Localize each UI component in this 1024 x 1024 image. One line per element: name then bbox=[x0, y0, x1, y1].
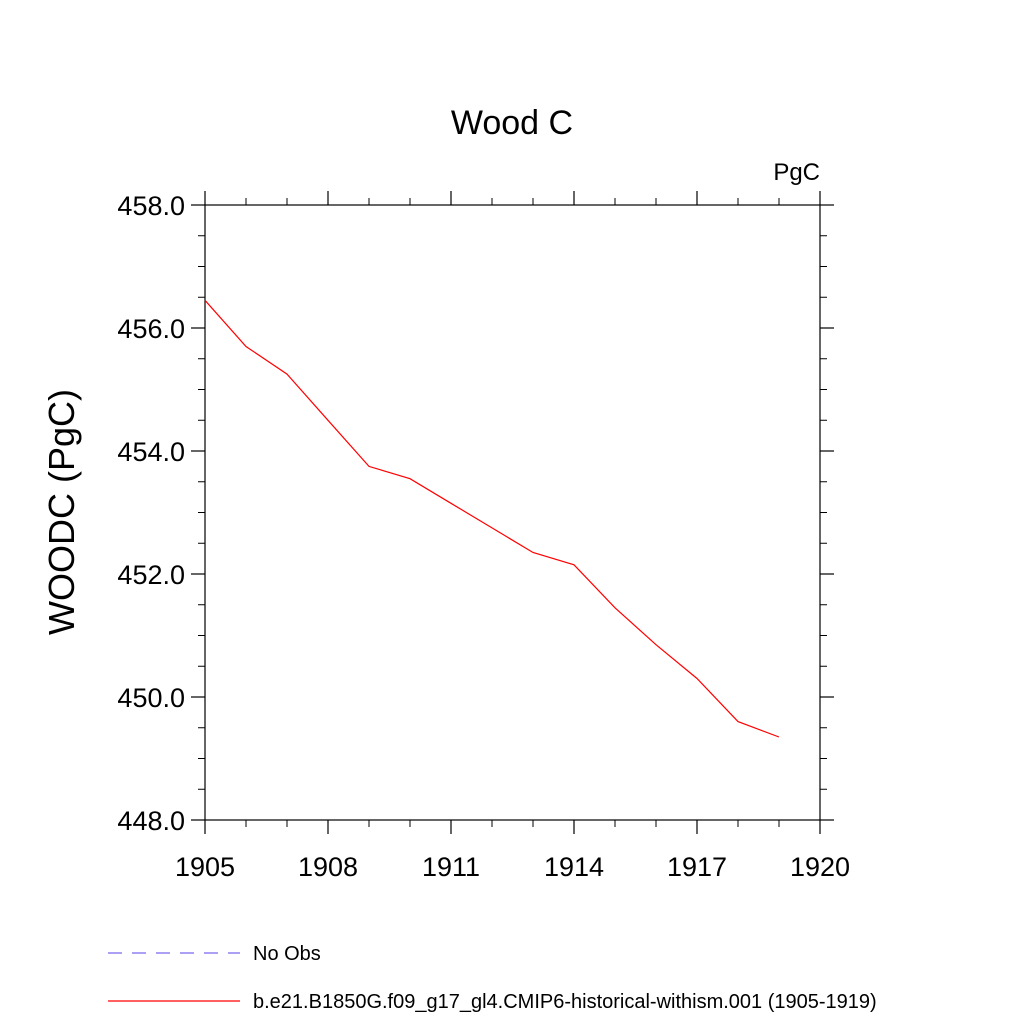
y-axis-label: WOODC (PgC) bbox=[41, 389, 82, 635]
x-tick-label: 1905 bbox=[175, 852, 235, 882]
x-tick-label: 1914 bbox=[544, 852, 604, 882]
axis-ticks: 1905 1908 1911 1914 1917 1920 448.0 450.0 452.0 4… bbox=[117, 191, 850, 882]
data-series bbox=[204, 299, 780, 738]
series-line-0 bbox=[204, 299, 780, 738]
legend-label-0: No Obs bbox=[253, 943, 321, 965]
x-tick-label: 1908 bbox=[298, 852, 358, 882]
chart-title: Wood C bbox=[451, 104, 573, 142]
y-tick-label: 458.0 bbox=[117, 191, 185, 221]
plot-frame bbox=[204, 204, 821, 821]
y-tick-label: 450.0 bbox=[117, 683, 185, 713]
x-tick-label: 1911 bbox=[422, 852, 480, 882]
y-tick-label: 448.0 bbox=[117, 806, 185, 836]
y-tick-label: 454.0 bbox=[117, 437, 185, 467]
units-label: PgC bbox=[773, 159, 820, 186]
x-tick-label: 1917 bbox=[667, 852, 727, 882]
legend: No Obs b.e21.B1850G.f09_g17_gl4.CMIP6-his… bbox=[108, 943, 877, 1013]
y-tick-label: 452.0 bbox=[117, 560, 185, 590]
y-tick-label: 456.0 bbox=[117, 314, 185, 344]
x-tick-label: 1920 bbox=[790, 852, 850, 882]
legend-label-1: b.e21.B1850G.f09_g17_gl4.CMIP6-historica… bbox=[253, 991, 877, 1013]
